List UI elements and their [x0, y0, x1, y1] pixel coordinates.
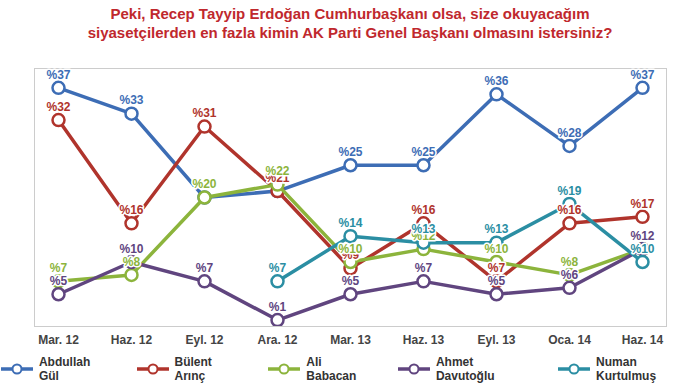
svg-text:%10: %10: [484, 242, 508, 256]
svg-text:%14: %14: [338, 216, 362, 230]
svg-text:%5: %5: [488, 274, 506, 288]
svg-text:%20: %20: [192, 177, 216, 191]
svg-text:%22: %22: [265, 164, 289, 178]
svg-text:%5: %5: [50, 274, 68, 288]
svg-text:Haz. 13: Haz. 13: [403, 333, 445, 347]
svg-text:Mar. 12: Mar. 12: [38, 333, 79, 347]
svg-text:%13: %13: [411, 222, 435, 236]
svg-text:%31: %31: [192, 106, 216, 120]
svg-text:Haz. 12: Haz. 12: [111, 333, 153, 347]
svg-text:%36: %36: [484, 74, 508, 88]
svg-text:%28: %28: [557, 126, 581, 140]
svg-text:%32: %32: [46, 100, 70, 114]
svg-text:Eyl. 13: Eyl. 13: [477, 333, 515, 347]
html-text:Ali Babacan: Ali Babacan: [306, 355, 357, 383]
svg-text:%7: %7: [415, 261, 433, 275]
html-text:Abdullah Gül: Abdullah Gül: [39, 355, 91, 383]
svg-text:%5: %5: [342, 274, 360, 288]
svg-text:%17: %17: [630, 197, 654, 211]
svg-text:%37: %37: [630, 68, 654, 82]
svg-text:%12: %12: [630, 229, 654, 243]
svg-text:%7: %7: [50, 261, 68, 275]
svg-text:%10: %10: [630, 242, 654, 256]
svg-text:%7: %7: [488, 261, 506, 275]
svg-text:%1: %1: [269, 300, 287, 314]
html-text:Ahmet Davutoğlu: Ahmet Davutoğlu: [435, 355, 495, 383]
svg-text:%10: %10: [119, 242, 143, 256]
svg-text:Oca. 14: Oca. 14: [548, 333, 591, 347]
svg-text:%6: %6: [561, 268, 579, 282]
svg-text:%19: %19: [557, 184, 581, 198]
html-text:Numan Kurtulmuş: Numan Kurtulmuş: [596, 355, 657, 383]
svg-text:%37: %37: [46, 68, 70, 82]
svg-text:%13: %13: [484, 222, 508, 236]
svg-text:%8: %8: [123, 255, 141, 269]
svg-text:%33: %33: [119, 93, 143, 107]
svg-text:Eyl. 12: Eyl. 12: [185, 333, 223, 347]
svg-text:%20: %20: [192, 177, 216, 191]
svg-text:%10: %10: [338, 242, 362, 256]
svg-text:Haz. 14: Haz. 14: [622, 333, 664, 347]
svg-text:%16: %16: [411, 203, 435, 217]
html-text:Bülent Arınç: Bülent Arınç: [174, 355, 212, 383]
svg-text:%12: %12: [630, 229, 654, 243]
svg-text:%25: %25: [338, 145, 362, 159]
svg-text:%8: %8: [561, 255, 579, 269]
svg-text:%16: %16: [119, 203, 143, 217]
svg-text:%7: %7: [269, 261, 287, 275]
svg-text:Mar. 13: Mar. 13: [330, 333, 371, 347]
svg-text:%16: %16: [557, 203, 581, 217]
svg-text:%7: %7: [196, 261, 214, 275]
svg-text:Ara. 12: Ara. 12: [257, 333, 297, 347]
html-text:Peki, Recep Tayyip Erdoğan Cum: Peki, Recep Tayyip Erdoğan Cumhurbaşkanı…: [87, 5, 613, 41]
svg-text:%25: %25: [411, 145, 435, 159]
